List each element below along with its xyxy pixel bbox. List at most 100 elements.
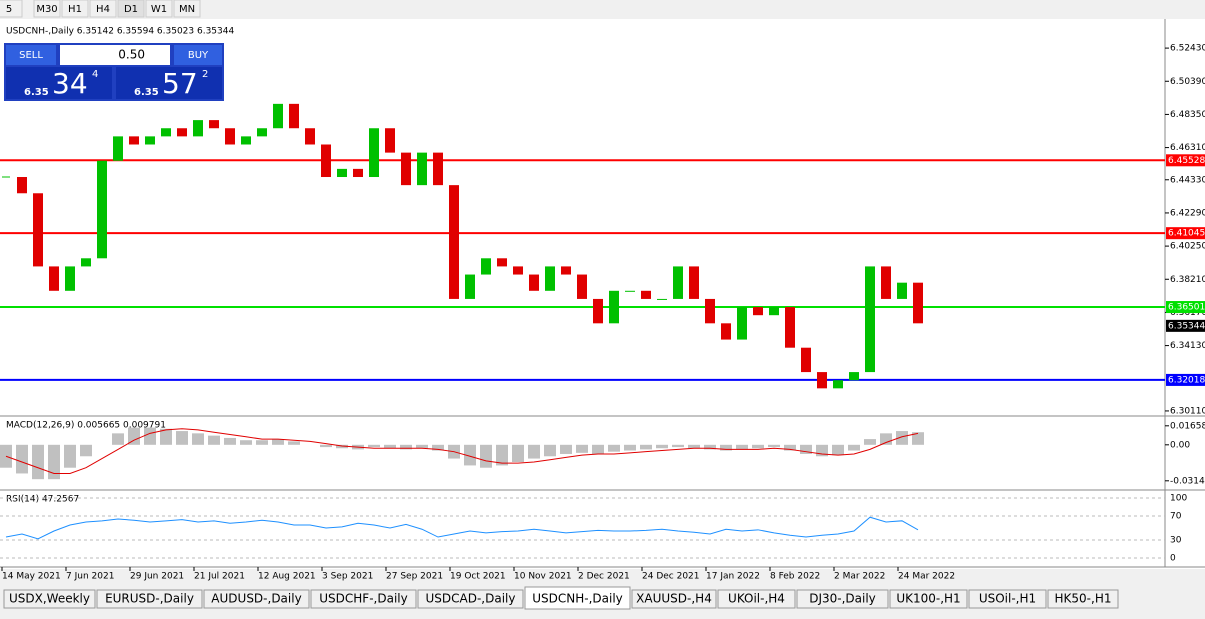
- tab[interactable]: [310, 589, 417, 609]
- tab-label: DJ30-,Daily: [809, 592, 876, 606]
- tab[interactable]: [1047, 589, 1119, 609]
- macd-bar: [320, 444, 332, 448]
- macd-bar: [432, 444, 444, 451]
- candle: [801, 347, 811, 373]
- x-tick-label: 2 Mar 2022: [834, 572, 885, 582]
- tab[interactable]: [203, 589, 310, 609]
- level-tag: [1166, 154, 1205, 167]
- y-tick-label: 0.016586: [1170, 421, 1205, 431]
- candle: [161, 128, 171, 137]
- candle: [769, 307, 779, 316]
- timeframe-button[interactable]: [145, 0, 173, 18]
- tab-label: UK100-,H1: [896, 592, 960, 606]
- macd-bar: [112, 433, 124, 445]
- sell-label: SELL: [19, 50, 43, 61]
- macd-bar: [560, 444, 572, 454]
- macd-bar: [80, 444, 92, 457]
- timeframe-button[interactable]: [61, 0, 89, 18]
- macd-bar: [400, 444, 412, 450]
- lot-input[interactable]: [60, 45, 170, 65]
- candle: [497, 258, 507, 267]
- macd-bar: [864, 439, 876, 445]
- timeframe-button[interactable]: [33, 0, 61, 18]
- tab[interactable]: [717, 589, 796, 609]
- toolbar: [0, 0, 1205, 18]
- chart-bg: [0, 19, 1205, 569]
- macd-bar: [672, 444, 684, 448]
- sell-button[interactable]: [6, 45, 56, 65]
- x-tick-label: 29 Jun 2021: [130, 572, 184, 582]
- ask-frac: 2: [202, 69, 208, 80]
- tab-label: XAUUSD-,H4: [636, 592, 712, 606]
- tab[interactable]: [889, 589, 968, 609]
- y-tick-label: 6.30110: [1170, 406, 1205, 416]
- candle: [337, 168, 347, 178]
- candle: [49, 266, 59, 291]
- y-tick-label: 6.52430: [1170, 44, 1205, 54]
- level-tag: [1166, 373, 1205, 386]
- candle: [129, 136, 139, 145]
- candle: [897, 282, 907, 299]
- macd-bar: [176, 431, 188, 445]
- candle: [481, 258, 491, 275]
- macd-bar: [464, 444, 476, 466]
- timeframe-label: M30: [36, 4, 57, 15]
- macd-bar: [880, 433, 892, 445]
- tab[interactable]: [796, 589, 889, 609]
- y-tick-label: -0.03142: [1170, 476, 1205, 486]
- timeframe-label: D1: [124, 4, 138, 15]
- timeframe-button[interactable]: [117, 0, 145, 18]
- bid-frac: 4: [92, 69, 98, 80]
- macd-bar: [832, 444, 844, 456]
- candle: [817, 372, 827, 389]
- tab[interactable]: [631, 589, 717, 609]
- y-tick-label: 6.34130: [1170, 341, 1205, 351]
- timeframe-button[interactable]: [89, 0, 117, 18]
- candle: [641, 290, 651, 299]
- macd-bar: [128, 427, 140, 445]
- bid-box[interactable]: [6, 67, 112, 99]
- timeframe-label: H4: [96, 4, 110, 15]
- macd-bar: [144, 427, 156, 445]
- candle: [609, 290, 619, 324]
- tab-label: USDCHF-,Daily: [319, 592, 407, 606]
- tab[interactable]: [96, 589, 203, 609]
- macd-bar: [640, 444, 652, 450]
- macd-bar: [784, 444, 796, 451]
- macd-bar: [736, 444, 748, 450]
- buy-button[interactable]: [174, 45, 222, 65]
- candle: [385, 128, 395, 153]
- candle: [721, 323, 731, 340]
- macd-bar: [192, 433, 204, 445]
- timeframe-button[interactable]: [0, 0, 23, 18]
- timeframe-label: W1: [151, 4, 167, 15]
- macd-signal: [5, 428, 919, 474]
- bid-pips: 34: [52, 67, 88, 100]
- bid-big: 6.35: [24, 87, 49, 98]
- candle: [705, 298, 715, 324]
- macd-bar: [336, 444, 348, 449]
- rsi-line: [5, 516, 919, 540]
- candle: [865, 266, 875, 373]
- buy-label: BUY: [188, 50, 209, 61]
- tab[interactable]: [417, 589, 524, 609]
- tab[interactable]: [524, 586, 631, 610]
- y-tick-label: 0: [1170, 554, 1176, 564]
- timeframe-label: MN: [179, 4, 195, 15]
- candle: [689, 266, 699, 299]
- candle: [289, 103, 299, 129]
- macd-bar: [768, 444, 780, 448]
- tab[interactable]: [3, 589, 96, 609]
- level-label: 6.45528: [1168, 156, 1205, 166]
- y-tick-label: 6.42290: [1170, 208, 1205, 218]
- tab[interactable]: [968, 589, 1047, 609]
- candle: [177, 128, 187, 137]
- timeframe-button[interactable]: [173, 0, 201, 18]
- tab-label: USDX,Weekly: [9, 592, 90, 606]
- candle: [625, 290, 635, 292]
- candle: [833, 380, 843, 389]
- ask-box[interactable]: [116, 67, 222, 99]
- candle: [881, 266, 891, 299]
- candle: [97, 160, 107, 259]
